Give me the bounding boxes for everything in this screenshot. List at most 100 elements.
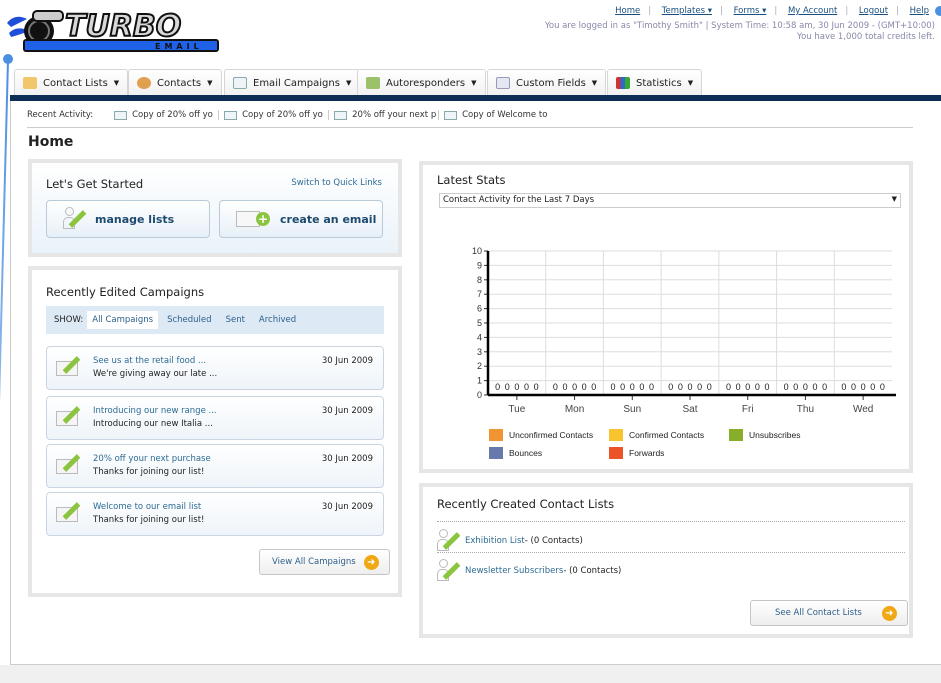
recent-activity: Recent Activity: Copy of 20% off yo Copy… — [27, 110, 549, 120]
data-label: 0 — [813, 382, 818, 392]
data-label: 0 — [687, 382, 692, 392]
tab-email-campaigns[interactable]: Email Campaigns ▼ — [224, 69, 361, 96]
custom-fields-icon — [496, 77, 510, 89]
help-link[interactable]: Help — [909, 6, 929, 16]
tab-label: Autoresponders — [386, 77, 466, 89]
item-label: Copy of 20% off yo — [242, 110, 323, 120]
divider — [437, 552, 905, 553]
envelope-icon — [233, 77, 247, 89]
manage-lists-button[interactable]: manage lists — [46, 200, 210, 238]
caret-down-icon: ▼ — [113, 79, 120, 87]
tab-contacts[interactable]: Contacts ▼ — [128, 69, 222, 96]
data-label: 0 — [553, 382, 558, 392]
caret-down-icon: ▼ — [207, 79, 213, 87]
data-label: 0 — [591, 382, 596, 392]
legend-label: Forwards — [629, 448, 665, 458]
create-email-button[interactable]: + create an email — [219, 200, 383, 238]
y-tick-label: 9 — [477, 260, 482, 270]
tab-autoresponders[interactable]: Autoresponders ▼ — [357, 69, 486, 96]
decorative-dot — [3, 54, 13, 64]
campaign-filter-bar: SHOW: All Campaigns Scheduled Sent Archi… — [46, 306, 384, 334]
button-label: create an email — [280, 212, 377, 226]
contact-list-item: Newsletter Subscribers - (0 Contacts) — [437, 559, 905, 583]
panel-title: Latest Stats — [437, 173, 506, 187]
filter-archived[interactable]: Archived — [258, 315, 297, 325]
filter-sent[interactable]: Sent — [225, 315, 245, 325]
data-label: 0 — [793, 382, 798, 392]
filter-all-campaigns[interactable]: All Campaigns — [87, 311, 159, 329]
panel-title: Recently Edited Campaigns — [46, 285, 205, 299]
data-label: 0 — [880, 382, 885, 392]
filter-scheduled[interactable]: Scheduled — [167, 315, 212, 325]
contact-lists-icon — [23, 77, 37, 89]
footer-area — [0, 665, 941, 683]
y-tick-label: 8 — [477, 275, 482, 285]
contact-list-item: Exhibition List - (0 Contacts) — [437, 529, 905, 553]
item-label: Copy of Welcome to — [462, 110, 548, 120]
forms-link[interactable]: Forms ▾ — [733, 6, 767, 16]
switch-quick-links-link[interactable]: Switch to Quick Links — [291, 178, 382, 188]
campaign-item[interactable]: 20% off your next purchase Thanks for joi… — [46, 444, 384, 488]
data-label: 0 — [726, 382, 731, 392]
my-account-link[interactable]: My Account — [787, 6, 838, 16]
campaign-name[interactable]: 20% off your next purchase — [93, 454, 211, 464]
x-tick-label: Fri — [742, 404, 754, 415]
home-link[interactable]: Home — [615, 6, 641, 16]
legend-item: Unconfirmed Contacts — [489, 429, 593, 441]
campaign-name[interactable]: See us at the retail food ... — [93, 356, 207, 366]
contact-list-icon — [437, 529, 461, 553]
tab-custom-fields[interactable]: Custom Fields ▼ — [487, 69, 607, 96]
button-label: See All Contact Lists — [775, 608, 862, 618]
legend-item: Forwards — [609, 447, 664, 459]
decorative-line — [0, 59, 9, 680]
data-label: 0 — [524, 382, 529, 392]
turbo-email-logo[interactable]: TURBO EMAIL — [5, 5, 220, 53]
data-label: 0 — [505, 382, 510, 392]
legend-swatch — [729, 429, 743, 441]
recent-activity-item[interactable]: Copy of 20% off yo — [219, 110, 330, 120]
recent-activity-item[interactable]: Copy of 20% off yo — [109, 110, 220, 120]
campaign-name[interactable]: Welcome to our email list — [93, 502, 202, 512]
stats-period-select[interactable]: Contact Activity for the Last 7 Days ▼ — [439, 193, 901, 208]
legend-label: Confirmed Contacts — [629, 430, 705, 440]
tab-statistics[interactable]: Statistics ▼ — [607, 69, 703, 96]
view-all-campaigns-button[interactable]: View All Campaigns ➜ — [259, 549, 390, 575]
campaign-desc: Introducing our new Italia ... — [93, 419, 213, 429]
x-tick-label: Mon — [565, 404, 584, 415]
legend-swatch — [609, 447, 623, 459]
top-links: Home | Templates ▾ | Forms ▾ | My Account | … — [615, 6, 929, 16]
data-label: 0 — [870, 382, 875, 392]
contact-list-link[interactable]: Exhibition List — [465, 536, 525, 546]
campaign-item[interactable]: See us at the retail food ... We're givin… — [46, 346, 384, 390]
x-tick-label: Thu — [797, 404, 814, 415]
see-all-contact-lists-button[interactable]: See All Contact Lists ➜ — [750, 600, 908, 626]
legend-label: Unconfirmed Contacts — [509, 430, 594, 440]
campaign-date: 30 Jun 2009 — [321, 356, 373, 366]
arrow-right-icon: ➜ — [881, 605, 897, 621]
x-tick-label: Sun — [623, 404, 641, 415]
legend-label: Bounces — [509, 448, 543, 458]
recent-activity-item[interactable]: Copy of Welcome to — [439, 110, 549, 120]
contact-list-link[interactable]: Newsletter Subscribers — [465, 566, 564, 576]
envelope-icon — [114, 110, 128, 120]
data-label: 0 — [755, 382, 760, 392]
data-label: 0 — [764, 382, 769, 392]
tab-contact-lists[interactable]: Contact Lists ▼ — [14, 69, 129, 96]
manage-lists-icon — [63, 207, 87, 231]
caret-down-icon: ▼ — [471, 79, 477, 87]
divider — [27, 127, 913, 128]
plus-icon: + — [256, 212, 270, 226]
divider — [437, 521, 905, 522]
campaign-item[interactable]: Introducing our new range ... Introducing… — [46, 396, 384, 440]
tab-label: Statistics — [636, 77, 682, 89]
item-label: Copy of 20% off yo — [132, 110, 213, 120]
y-tick-label: 2 — [477, 361, 482, 371]
templates-link[interactable]: Templates ▾ — [661, 6, 712, 16]
recent-activity-item[interactable]: 20% off your next p — [329, 110, 440, 120]
nav-bar — [10, 95, 941, 101]
campaign-item[interactable]: Welcome to our email list Thanks for join… — [46, 492, 384, 536]
logout-link[interactable]: Logout — [858, 6, 889, 16]
data-label: 0 — [611, 382, 616, 392]
campaign-name[interactable]: Introducing our new range ... — [93, 406, 217, 416]
